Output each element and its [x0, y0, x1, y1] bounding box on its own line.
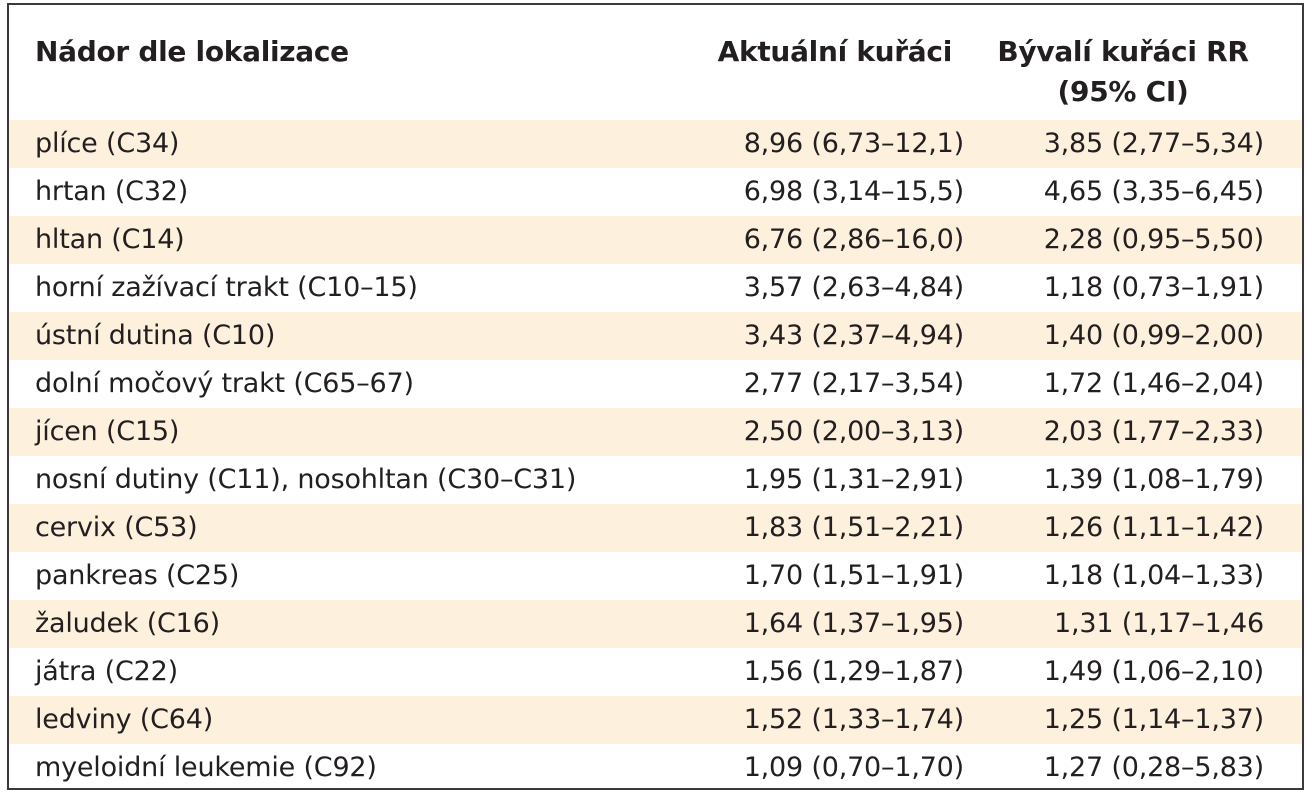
table-row: jícen (C15) 2,50 (2,00–3,13) 2,03 (1,77–…	[9, 408, 1302, 456]
header-location: Nádor dle lokalizace	[35, 35, 349, 68]
cell-location: ústní dutina (C10)	[35, 320, 276, 351]
cell-former: 1,18 (1,04–1,33)	[1043, 560, 1265, 591]
cell-former: 1,26 (1,11–1,42)	[1043, 512, 1265, 543]
cell-location: ledviny (C64)	[35, 704, 214, 735]
table-row: játra (C22) 1,56 (1,29–1,87) 1,49 (1,06–…	[9, 648, 1302, 696]
risk-table: Nádor dle lokalizace Aktuální kuřáci Býv…	[7, 3, 1304, 790]
cell-former: 4,65 (3,35–6,45)	[1043, 176, 1265, 207]
cell-location: žaludek (C16)	[35, 608, 220, 639]
cell-current: 6,98 (3,14–15,5)	[743, 176, 965, 207]
header-former-line2: (95% CI)	[1057, 75, 1189, 108]
cell-current: 1,70 (1,51–1,91)	[743, 560, 965, 591]
header-former-smokers: Bývalí kuřáci RR (95% CI)	[988, 29, 1258, 115]
cell-former: 1,18 (0,73–1,91)	[1043, 272, 1265, 303]
cell-location: cervix (C53)	[35, 512, 198, 543]
table-row: dolní močový trakt (C65–67) 2,77 (2,17–3…	[9, 360, 1302, 408]
cell-current: 8,96 (6,73–12,1)	[743, 128, 965, 159]
table-row: hltan (C14) 6,76 (2,86–16,0) 2,28 (0,95–…	[9, 216, 1302, 264]
cell-current: 2,77 (2,17–3,54)	[743, 368, 965, 399]
table-row: myeloidní leukemie (C92) 1,09 (0,70–1,70…	[9, 744, 1302, 792]
table-header: Nádor dle lokalizace Aktuální kuřáci Býv…	[9, 5, 1302, 118]
cell-current: 2,50 (2,00–3,13)	[743, 416, 965, 447]
cell-location: játra (C22)	[35, 656, 178, 687]
cell-current: 1,52 (1,33–1,74)	[743, 704, 965, 735]
table-row: hrtan (C32) 6,98 (3,14–15,5) 4,65 (3,35–…	[9, 168, 1302, 216]
cell-former: 2,28 (0,95–5,50)	[1043, 224, 1265, 255]
table-row: žaludek (C16) 1,64 (1,37–1,95) 1,31 (1,1…	[9, 600, 1302, 648]
cell-current: 1,95 (1,31–2,91)	[743, 464, 965, 495]
cell-current: 1,64 (1,37–1,95)	[743, 608, 965, 639]
cell-former: 1,72 (1,46–2,04)	[1043, 368, 1265, 399]
cell-location: myeloidní leukemie (C92)	[35, 752, 377, 783]
cell-current: 1,09 (0,70–1,70)	[743, 752, 965, 783]
cell-former: 1,25 (1,14–1,37)	[1043, 704, 1265, 735]
cell-current: 6,76 (2,86–16,0)	[743, 224, 965, 255]
cell-current: 3,43 (2,37–4,94)	[743, 320, 965, 351]
cell-former: 3,85 (2,77–5,34)	[1043, 128, 1265, 159]
table-row: nosní dutiny (C11), nosohltan (C30–C31) …	[9, 456, 1302, 504]
table-row: horní zažívací trakt (C10–15) 3,57 (2,63…	[9, 264, 1302, 312]
table-body: plíce (C34) 8,96 (6,73–12,1) 3,85 (2,77–…	[9, 120, 1302, 792]
cell-location: horní zažívací trakt (C10–15)	[35, 272, 418, 303]
cell-former: 1,40 (0,99–2,00)	[1043, 320, 1265, 351]
cell-location: nosní dutiny (C11), nosohltan (C30–C31)	[35, 464, 577, 495]
cell-location: dolní močový trakt (C65–67)	[35, 368, 414, 399]
cell-current: 1,56 (1,29–1,87)	[743, 656, 965, 687]
cell-former: 1,27 (0,28–5,83)	[1043, 752, 1265, 783]
table-row: pankreas (C25) 1,70 (1,51–1,91) 1,18 (1,…	[9, 552, 1302, 600]
cell-location: hltan (C14)	[35, 224, 185, 255]
cell-former: 1,31 (1,17–1,46	[1054, 608, 1264, 639]
table-row: plíce (C34) 8,96 (6,73–12,1) 3,85 (2,77–…	[9, 120, 1302, 168]
header-former-line1: Bývalí kuřáci RR	[997, 35, 1249, 68]
cell-location: plíce (C34)	[35, 128, 180, 159]
cell-former: 1,39 (1,08–1,79)	[1043, 464, 1265, 495]
header-current-smokers: Aktuální kuřáci	[717, 35, 953, 68]
cell-current: 1,83 (1,51–2,21)	[743, 512, 965, 543]
cell-location: jícen (C15)	[35, 416, 180, 447]
cell-former: 2,03 (1,77–2,33)	[1043, 416, 1265, 447]
table-row: ledviny (C64) 1,52 (1,33–1,74) 1,25 (1,1…	[9, 696, 1302, 744]
table-row: cervix (C53) 1,83 (1,51–2,21) 1,26 (1,11…	[9, 504, 1302, 552]
cell-former: 1,49 (1,06–2,10)	[1043, 656, 1265, 687]
cell-location: pankreas (C25)	[35, 560, 240, 591]
table-row: ústní dutina (C10) 3,43 (2,37–4,94) 1,40…	[9, 312, 1302, 360]
cell-current: 3,57 (2,63–4,84)	[743, 272, 965, 303]
cell-location: hrtan (C32)	[35, 176, 189, 207]
